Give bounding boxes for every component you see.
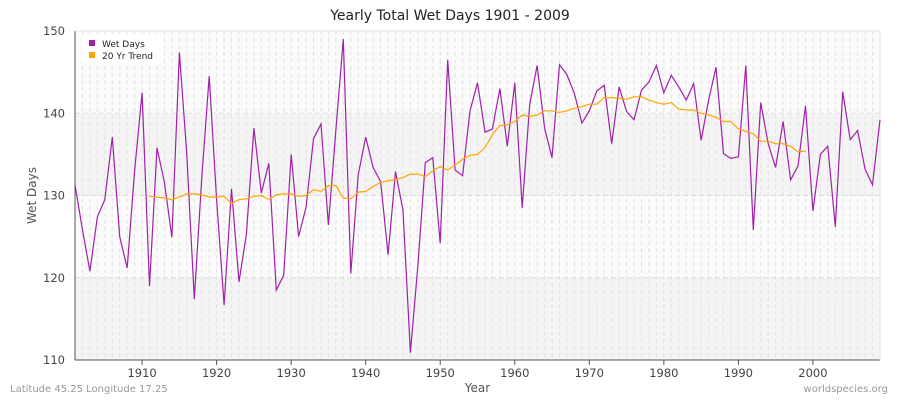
y-tick-label: 140 bbox=[43, 106, 65, 120]
y-tick-label: 110 bbox=[43, 353, 65, 367]
legend-swatch bbox=[89, 40, 95, 46]
series-line-wet-days bbox=[74, 39, 881, 353]
x-tick-label: 1990 bbox=[724, 366, 753, 380]
legend-label: Wet Days bbox=[102, 40, 145, 50]
x-tick-label: 1980 bbox=[649, 366, 678, 380]
series-line-trend bbox=[149, 96, 806, 205]
y-tick-label: 120 bbox=[43, 271, 65, 285]
legend-box bbox=[82, 34, 164, 64]
y-tick-label: 150 bbox=[43, 24, 65, 38]
x-tick-label: 1950 bbox=[426, 366, 455, 380]
location-label: Latitude 45.25 Longitude 17.25 bbox=[10, 384, 168, 395]
x-tick-label: 1910 bbox=[127, 366, 156, 380]
x-tick-label: 1920 bbox=[202, 366, 231, 380]
plot-band bbox=[75, 31, 880, 114]
chart-title: Yearly Total Wet Days 1901 - 2009 bbox=[330, 8, 570, 24]
y-tick-label: 130 bbox=[43, 189, 65, 203]
x-tick-label: 1970 bbox=[575, 366, 604, 380]
y-axis-label: Wet Days bbox=[25, 167, 39, 224]
x-tick-label: 2000 bbox=[798, 366, 827, 380]
x-tick-label: 1940 bbox=[351, 366, 380, 380]
source-label: worldspecies.org bbox=[803, 384, 888, 395]
x-tick-label: 1930 bbox=[277, 366, 306, 380]
x-axis-label: Year bbox=[464, 381, 490, 395]
legend-label: 20 Yr Trend bbox=[102, 52, 153, 62]
x-tick-label: 1960 bbox=[500, 366, 529, 380]
legend-swatch bbox=[89, 52, 95, 58]
